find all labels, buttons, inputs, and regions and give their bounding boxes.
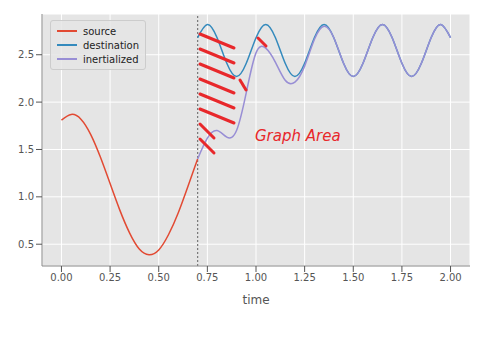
svg-text:2.00: 2.00 [439, 272, 461, 283]
svg-text:1.5: 1.5 [18, 144, 34, 155]
svg-text:0.00: 0.00 [50, 272, 72, 283]
svg-text:0.25: 0.25 [99, 272, 121, 283]
html-text:inertialized: inertialized [83, 53, 139, 65]
svg-text:0.75: 0.75 [196, 272, 218, 283]
svg-text:1.75: 1.75 [391, 272, 413, 283]
svg-text:Graph Area: Graph Area [255, 127, 341, 145]
svg-text:1.50: 1.50 [342, 272, 364, 283]
html-text:source: source [83, 25, 117, 37]
svg-text:0.5: 0.5 [18, 239, 34, 250]
svg-text:1.0: 1.0 [18, 191, 34, 202]
html-text:destination: destination [83, 39, 139, 51]
svg-text:1.25: 1.25 [294, 272, 316, 283]
svg-text:0.50: 0.50 [148, 272, 170, 283]
svg-text:time: time [242, 293, 269, 307]
svg-text:2.5: 2.5 [18, 49, 34, 60]
svg-text:1.00: 1.00 [245, 272, 267, 283]
svg-text:2.0: 2.0 [18, 97, 34, 108]
